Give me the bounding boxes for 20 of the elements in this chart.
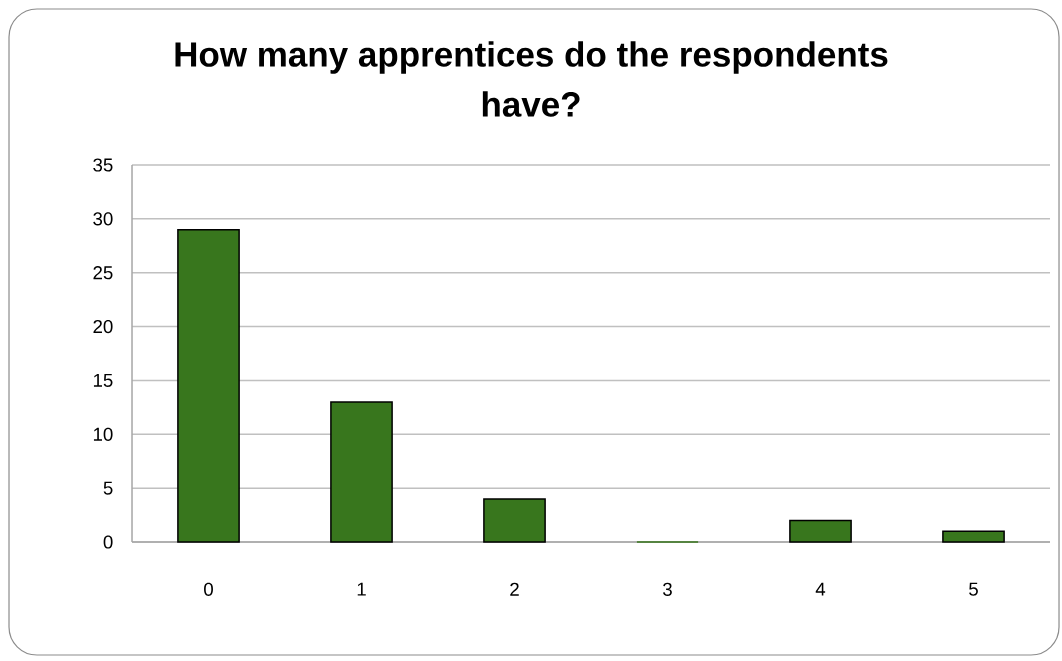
bar [789, 519, 852, 543]
y-tick-label: 5 [103, 481, 113, 495]
chart-title: How many apprentices do the respondents have? [175, 41, 888, 117]
y-tick-label: 35 [93, 158, 113, 172]
x-tick-label: 1 [357, 582, 366, 596]
y-tick-label: 15 [93, 373, 113, 387]
y-tick-label: 10 [93, 427, 113, 441]
x-tick-label: 5 [969, 582, 978, 596]
bar [942, 530, 1005, 543]
x-tick-label: 0 [204, 582, 213, 596]
y-tick-label: 30 [93, 212, 113, 226]
bar [177, 228, 240, 543]
y-tick-label: 0 [103, 535, 113, 549]
x-tick-label: 4 [815, 582, 826, 596]
y-tick-label: 25 [93, 266, 113, 280]
x-tick-label: 3 [663, 582, 672, 596]
y-tick-label: 20 [93, 319, 113, 334]
bar [330, 401, 393, 543]
x-tick-label: 2 [510, 582, 519, 596]
bar [483, 498, 546, 543]
